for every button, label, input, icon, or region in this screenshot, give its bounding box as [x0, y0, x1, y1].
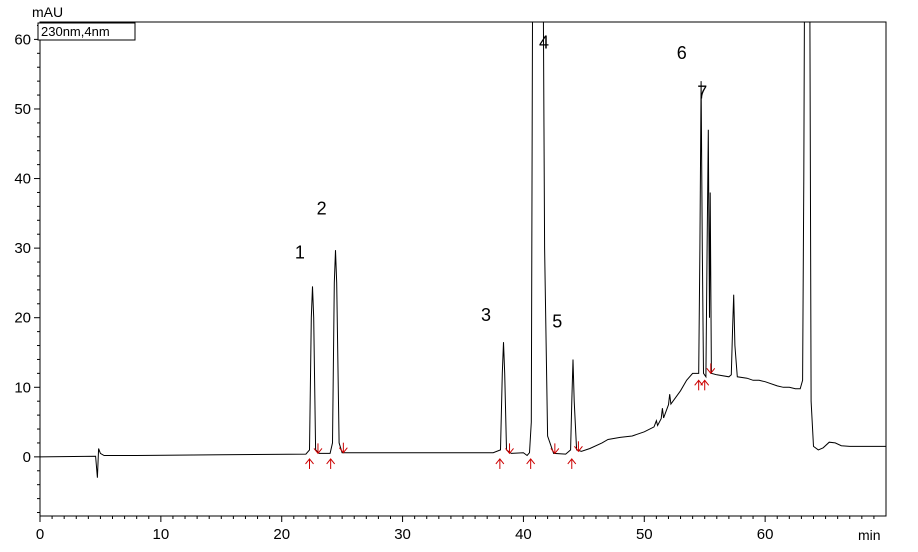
integration-marker-3 — [326, 458, 336, 469]
marker-head — [706, 368, 716, 375]
chromatogram-trace-1 — [40, 22, 886, 478]
marker-head — [495, 458, 505, 465]
x-tick-label: 60 — [757, 526, 774, 543]
marker-head — [305, 458, 314, 465]
marker-head — [567, 458, 577, 465]
axes — [34, 21, 887, 522]
integration-marker-10 — [574, 441, 583, 453]
peak-label-7: 7 — [697, 83, 707, 103]
integration-marker-4 — [338, 442, 348, 454]
y-tick-label: 60 — [14, 31, 31, 48]
marker-head — [700, 379, 710, 386]
x-tick-label: 10 — [153, 526, 170, 543]
integration-marker-9 — [567, 458, 577, 469]
x-axis-unit-label: min — [858, 527, 881, 543]
marker-head — [326, 458, 336, 465]
marker-head — [694, 379, 704, 386]
y-tick-label: 10 — [14, 379, 31, 396]
integration-marker-1 — [305, 458, 314, 469]
plot-frame — [39, 21, 887, 517]
y-tick-label: 20 — [14, 310, 31, 327]
legend-label: 230nm,4nm — [41, 24, 110, 39]
marker-head — [550, 448, 560, 455]
integration-marker-11 — [694, 379, 704, 391]
peak-label-6: 6 — [677, 43, 687, 63]
integration-marker-12 — [700, 379, 710, 391]
y-tick-label: 0 — [23, 449, 31, 466]
peak-label-4: 4 — [539, 32, 549, 52]
marker-head — [526, 458, 536, 465]
x-tick-label: 0 — [36, 526, 44, 543]
y-tick-label: 30 — [14, 240, 31, 257]
marker-head — [574, 445, 583, 453]
chart-labels: 0 10 20 30 40 50 60 0 10 20 30 40 50 60 1 2 3 4 5 67 — [14, 31, 773, 543]
integration-marker-13 — [706, 363, 716, 375]
integration-marker-2 — [313, 443, 323, 455]
y-tick-label: 40 — [14, 171, 31, 188]
peak-label-3: 3 — [481, 305, 491, 325]
marker-head — [338, 447, 348, 454]
peak-label-5: 5 — [552, 311, 562, 331]
legend-box — [37, 22, 136, 41]
integration-marker-8 — [550, 443, 560, 455]
peak-label-2: 2 — [317, 199, 327, 219]
marker-head — [313, 448, 323, 455]
marker-head — [505, 448, 514, 455]
integration-marker-7 — [526, 458, 536, 469]
integration-marker-6 — [505, 443, 514, 455]
y-axis-unit-label: mAU — [32, 4, 63, 20]
peak-label-1: 1 — [295, 243, 305, 263]
integration-marker-5 — [495, 458, 505, 469]
chart-marks — [40, 22, 886, 478]
y-tick-label: 50 — [14, 101, 31, 118]
x-tick-label: 50 — [636, 526, 653, 543]
x-tick-label: 30 — [394, 526, 411, 543]
x-tick-label: 20 — [273, 526, 290, 543]
x-tick-label: 40 — [515, 526, 532, 543]
